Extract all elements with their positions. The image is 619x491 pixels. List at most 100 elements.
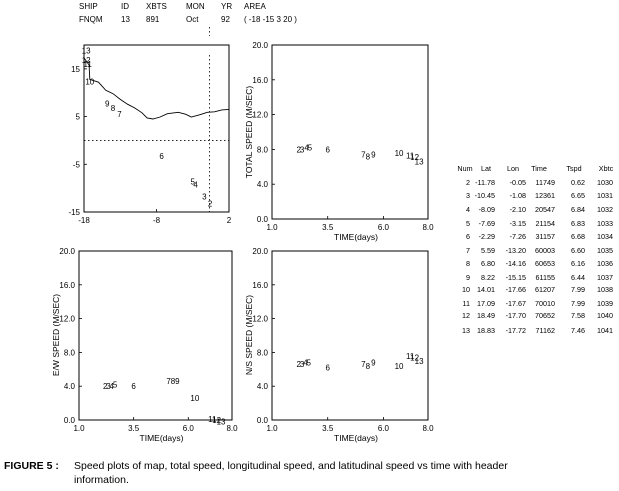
x-tick-label: 1.0 — [266, 223, 278, 232]
y-tick-label: -5 — [73, 160, 81, 169]
total-speed-panel: 1.0 3.5 6.0 8.0 0.0 4.0 8.0 12.0 16.0 20.0 TOTAL S… — [244, 41, 434, 242]
data-point-label: 13 — [415, 357, 424, 366]
table-cell: 7 — [466, 246, 470, 255]
header-value: FNQM — [79, 15, 103, 24]
table-cell: -7.69 — [479, 219, 495, 228]
y-tick-label: 0.0 — [257, 215, 269, 224]
data-point-label: 11 — [208, 415, 217, 424]
table-cell: -0.05 — [510, 178, 526, 187]
header-value: 13 — [121, 15, 130, 24]
data-point-label: 8 — [366, 362, 371, 371]
x-tick-label: 3.5 — [322, 223, 334, 232]
data-point-label: 4 — [303, 359, 308, 368]
table-cell: 6 — [466, 232, 470, 241]
data-point-label: 11 — [406, 151, 415, 160]
header-label: MON — [186, 2, 205, 11]
data-point-label: 3 — [300, 145, 305, 154]
plot-frame — [271, 250, 429, 421]
data-point-label: 13 — [415, 158, 424, 167]
table-cell: 1040 — [597, 311, 613, 320]
plot-frame — [83, 44, 230, 213]
table-cell: 6.60 — [571, 246, 585, 255]
table-cell: 6.68 — [571, 232, 585, 241]
table-cell: 7.99 — [571, 285, 585, 294]
table-cell: -8.09 — [479, 205, 495, 214]
data-point-label: 13 — [82, 47, 91, 56]
table-cell: -2.10 — [510, 205, 526, 214]
x-tick-label: -18 — [78, 216, 90, 225]
table-cell: 1035 — [597, 246, 613, 255]
table-cell: 9 — [466, 273, 470, 282]
data-point-label: 9 — [105, 100, 110, 109]
data-point-label: 4 — [193, 180, 198, 189]
caption-line-1: Speed plots of map, total speed, longitu… — [74, 460, 508, 472]
table-cell: 70652 — [535, 311, 555, 320]
table-cell: -14.16 — [506, 259, 526, 268]
data-point-label: 6 — [131, 382, 136, 391]
data-point-label: 2 — [297, 360, 302, 369]
table-cell: 17.09 — [477, 299, 495, 308]
table-cell: 18.83 — [477, 326, 495, 335]
x-tick-label: 6.0 — [183, 424, 195, 433]
y-tick-label: 12.0 — [252, 111, 268, 120]
table-cell: 4 — [466, 205, 470, 214]
data-point-label: 13 — [217, 418, 226, 427]
table-cell: 3 — [466, 191, 470, 200]
figure-caption: FIGURE 5 : Speed plots of map, total spe… — [4, 460, 508, 486]
table-header: Xbtc — [599, 164, 614, 173]
table-cell: 12361 — [535, 191, 555, 200]
table-cell: 1031 — [597, 191, 613, 200]
table-cell: 31157 — [536, 232, 555, 241]
table-cell: -15.15 — [506, 273, 526, 282]
table-cell: 12 — [462, 311, 470, 320]
y-tick-label: 15 — [71, 65, 80, 74]
table-cell: -13.20 — [506, 246, 526, 255]
table-cell: 7.99 — [571, 299, 585, 308]
table-header: Num — [457, 164, 472, 173]
table-cell: 60653 — [535, 259, 555, 268]
data-point-label: 11 — [83, 60, 92, 69]
table-cell: 14.01 — [477, 285, 495, 294]
table-cell: 20547 — [535, 205, 555, 214]
data-point-label: 8 — [111, 104, 116, 113]
data-point-label: 4 — [304, 144, 309, 153]
x-tick-label: 3.5 — [322, 424, 334, 433]
table-cell: 71162 — [536, 326, 555, 335]
y-axis-label: N/S SPEED (M/SEC) — [244, 295, 254, 375]
data-point-label: 2 — [297, 145, 302, 154]
y-tick-label: 16.0 — [252, 76, 268, 85]
data-point-label: 4 — [110, 382, 115, 391]
data-point-label: 7 — [117, 110, 122, 119]
data-point-label: 3 — [202, 193, 207, 202]
x-axis-label: TIME(days) — [334, 232, 378, 242]
data-point-label: 5 — [113, 381, 118, 390]
data-point-label: 12 — [410, 153, 419, 162]
header-value: ( -18 -15 3 20 ) — [244, 15, 297, 24]
data-point-label: 3 — [106, 382, 111, 391]
y-tick-label: 4.0 — [64, 382, 76, 391]
table-cell: 8.22 — [481, 273, 495, 282]
data-point-label: 10 — [85, 78, 94, 87]
table-cell: -3.15 — [510, 219, 526, 228]
y-tick-label: 8.0 — [257, 145, 269, 154]
table-header: Lat — [481, 164, 491, 173]
table-cell: -17.66 — [506, 285, 526, 294]
ew-speed-panel: 1.0 3.5 6.0 8.0 0.0 4.0 8.0 12.0 16.0 20.0 E/W SPE… — [51, 247, 238, 443]
table-header: Lon — [507, 164, 519, 173]
data-point-label: 12 — [82, 56, 91, 65]
x-tick-label: 6.0 — [378, 223, 390, 232]
table-cell: 1041 — [597, 326, 613, 335]
y-tick-label: 16.0 — [252, 281, 268, 290]
table-cell: 70010 — [535, 299, 555, 308]
data-point-label: 5 — [191, 177, 196, 186]
table-cell: 6.16 — [571, 259, 585, 268]
y-tick-label: 8.0 — [64, 348, 76, 357]
table-cell: 5 — [466, 219, 470, 228]
y-tick-label: 20.0 — [252, 247, 268, 256]
x-tick-label: 2 — [227, 216, 232, 225]
header-info: SHIP ID XBTS MON YR AREA FNQM 13 891 Oct 92 ( -18 -… — [79, 2, 297, 36]
y-axis-label: TOTAL SPEED (M/SEC) — [244, 86, 254, 179]
table-cell: 6.65 — [571, 191, 585, 200]
